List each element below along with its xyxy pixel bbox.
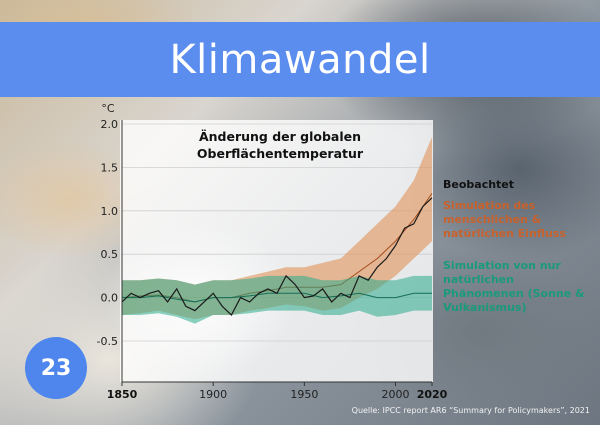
y-tick-label: 0.5	[101, 248, 119, 261]
band-human-natural	[122, 137, 432, 320]
x-tick-label: 2020	[417, 388, 448, 401]
legend-natural-only: Simulation von nur natürlichen Phänomene…	[443, 259, 585, 314]
x-tick-label: 1850	[107, 388, 138, 401]
line-observed	[121, 197, 433, 316]
y-tick-label: 1.0	[101, 205, 119, 218]
title-banner: Klimawandel	[0, 22, 600, 97]
x-tick-label: 1900	[199, 388, 227, 401]
y-tick-label: -0.5	[97, 335, 118, 348]
y-tick-label: 1.5	[101, 161, 119, 174]
y-axis-label: °C	[101, 102, 115, 115]
x-tick-label: 2000	[382, 388, 410, 401]
chart-title: Änderung der globalen Oberflächentempera…	[196, 129, 364, 161]
legend-human-natural: Simulation des menschlichen & natürliche…	[443, 199, 566, 240]
page-number-badge: 23	[25, 337, 87, 399]
y-tick-label: 2.0	[101, 118, 119, 131]
y-tick-label: 0.0	[101, 292, 119, 305]
x-tick-label: 1950	[290, 388, 318, 401]
legend-observed: Beobachtet	[443, 178, 515, 191]
page-title: Klimawandel	[169, 36, 431, 83]
source-citation: Quelle: IPCC report AR6 “Summary for Pol…	[351, 406, 590, 415]
